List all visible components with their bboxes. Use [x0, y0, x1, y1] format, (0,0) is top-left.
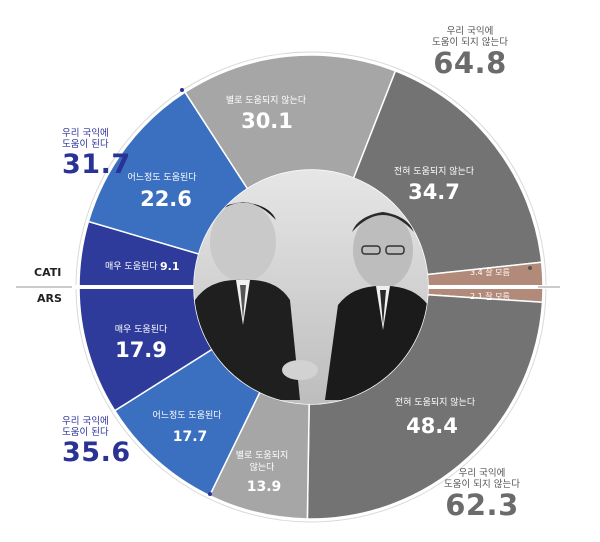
annotation-ars-nohelp: 우리 국익에 도움이 되지 않는다 62.3 — [444, 468, 520, 520]
center-photo — [194, 170, 428, 404]
annotation-cati-nohelp: 우리 국익에 도움이 되지 않는다 64.8 — [432, 26, 508, 78]
annotation-cati-nohelp-line2: 도움이 되지 않는다 — [432, 37, 508, 48]
label-cati-jeonhyeo: 전혀 도움되지 않는다 — [394, 166, 475, 177]
value-ars-byeollo: 13.9 — [247, 479, 282, 495]
value-cati-maeu: 9.1 — [160, 260, 180, 273]
right-person-face — [353, 212, 413, 288]
mode-label-cati: CATI — [34, 266, 62, 279]
value-ars-jeonhyeo: 48.4 — [406, 414, 458, 438]
label-cati-dk: 3.4 잘 모름 — [470, 268, 510, 277]
label-ars-eoneu: 어느정도 도움된다 — [152, 409, 222, 421]
annotation-cati-help-line1: 우리 국익에 — [62, 128, 109, 139]
label-cati-maeu: 매우 도움된다 — [105, 260, 158, 272]
label-ars-byeollo-2: 않는다 — [250, 462, 276, 473]
annotation-cati-help: 우리 국익에 도움이 된다 31.7 — [62, 128, 131, 180]
annotation-cati-nohelp-value: 64.8 — [433, 46, 507, 80]
annotation-ars-help-value: 35.6 — [62, 437, 131, 468]
annotation-cati-help-line2: 도움이 된다 — [62, 139, 109, 150]
handshake — [282, 360, 318, 380]
left-person-face — [210, 202, 276, 282]
value-cati-byeollo: 30.1 — [241, 109, 293, 133]
value-ars-eoneu: 17.7 — [173, 429, 208, 445]
label-ars-dk: 2.1 잘 모름 — [470, 292, 510, 301]
annotation-cati-help-value: 31.7 — [62, 149, 131, 180]
annotation-ars-nohelp-line1: 우리 국익에 — [458, 468, 506, 479]
label-cati-eoneu: 어느정도 도움된다 — [127, 171, 197, 183]
value-cati-eoneu: 22.6 — [140, 187, 192, 211]
value-ars-maeu: 17.9 — [115, 338, 167, 362]
slice-labels: 별로 도움되지 않는다 30.1 전혀 도움되지 않는다 34.7 3.4 잘 … — [105, 95, 510, 495]
annotation-ars-nohelp-value: 62.3 — [445, 488, 519, 522]
label-ars-byeollo-1: 별로 도움되지 — [236, 450, 289, 461]
donut-slices — [78, 54, 544, 520]
mode-label-ars: ARS — [37, 292, 62, 305]
annotation-ars-help: 우리 국익에 도움이 된다 35.6 — [62, 416, 131, 468]
label-cati-byeollo: 별로 도움되지 않는다 — [226, 95, 307, 106]
label-ars-jeonhyeo: 전혀 도움되지 않는다 — [395, 397, 476, 408]
label-ars-maeu: 매우 도움된다 — [115, 323, 168, 335]
annotation-cati-nohelp-line1: 우리 국익에 — [446, 26, 494, 37]
annotation-ars-nohelp-line2: 도움이 되지 않는다 — [444, 479, 520, 490]
annotation-ars-help-line2: 도움이 된다 — [62, 427, 109, 438]
annotation-ars-help-line1: 우리 국익에 — [62, 416, 109, 427]
value-cati-jeonhyeo: 34.7 — [408, 180, 460, 204]
